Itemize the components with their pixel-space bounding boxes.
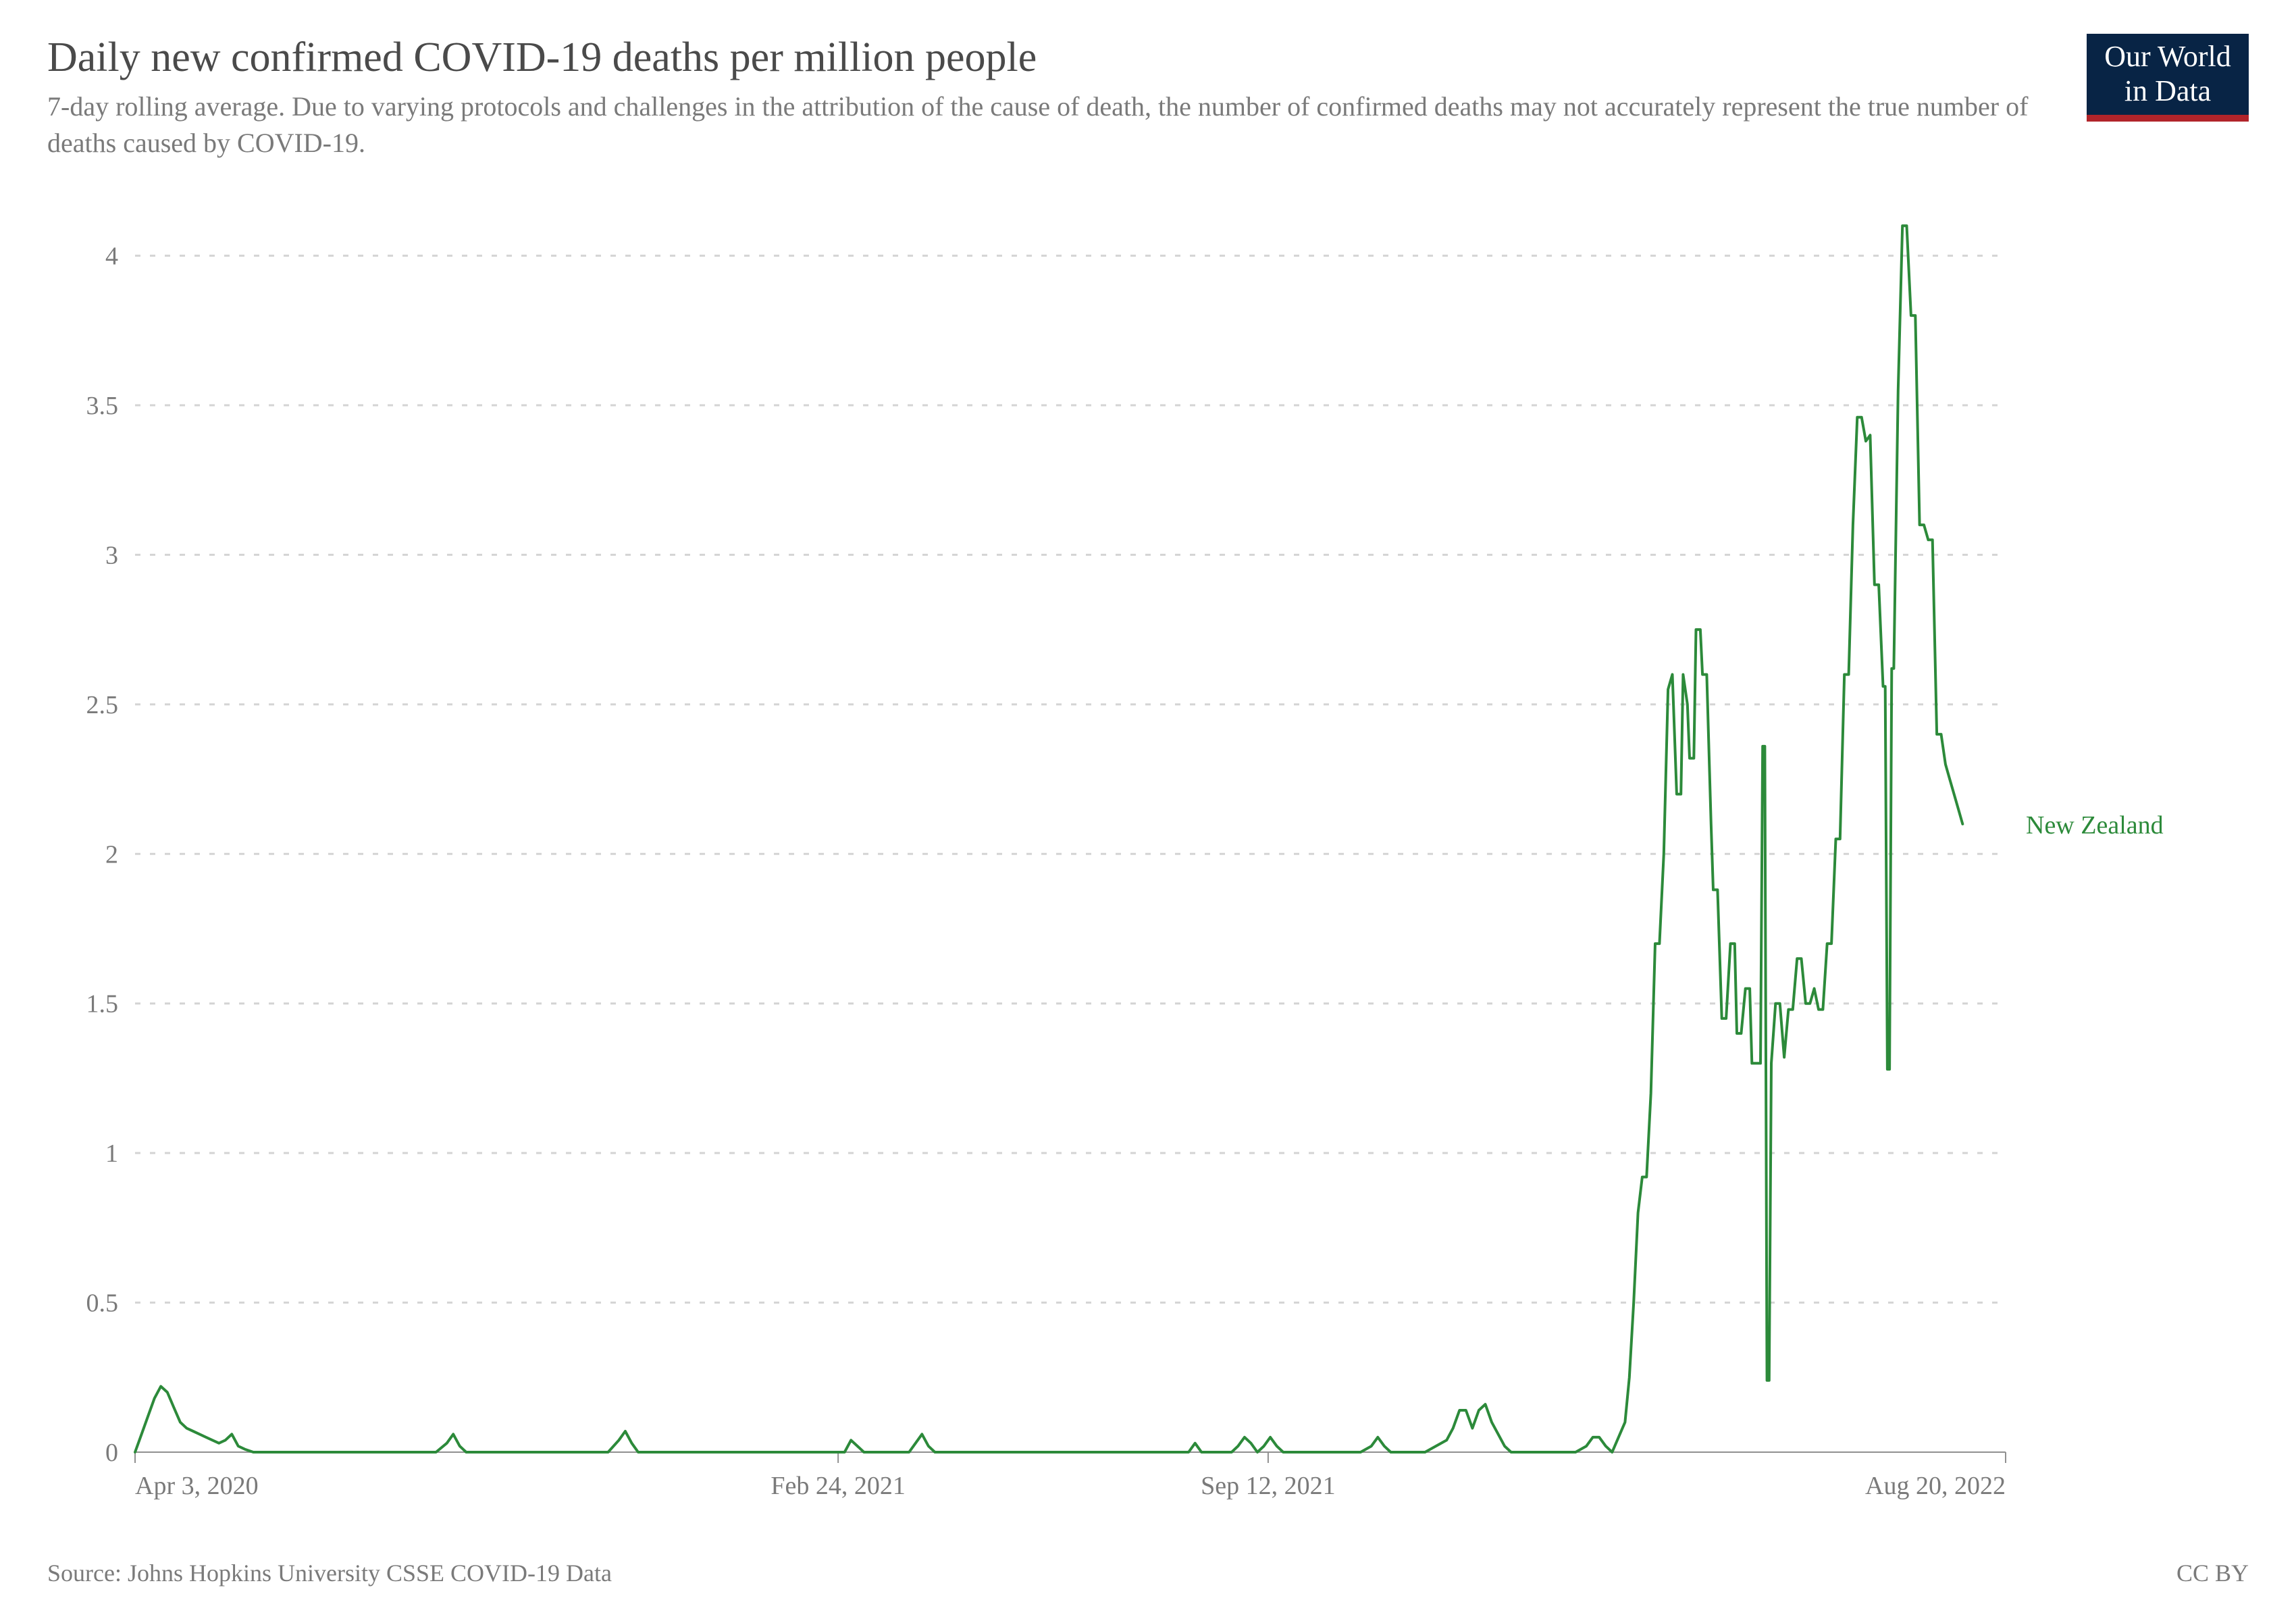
svg-text:0: 0: [105, 1439, 118, 1467]
header: Daily new confirmed COVID-19 deaths per …: [47, 34, 2249, 161]
svg-text:2.5: 2.5: [86, 691, 119, 719]
footer: Source: Johns Hopkins University CSSE CO…: [47, 1559, 2249, 1587]
svg-text:1.5: 1.5: [86, 990, 119, 1019]
svg-text:4: 4: [105, 242, 118, 271]
svg-text:New Zealand: New Zealand: [2026, 811, 2164, 840]
license-text: CC BY: [2176, 1559, 2249, 1587]
logo-line1: Our World: [2104, 40, 2231, 74]
svg-text:1: 1: [105, 1139, 118, 1168]
svg-text:Feb 24, 2021: Feb 24, 2021: [771, 1472, 906, 1500]
source-text: Source: Johns Hopkins University CSSE CO…: [47, 1559, 612, 1587]
logo-line2: in Data: [2124, 74, 2211, 109]
chart-subtitle: 7-day rolling average. Due to varying pr…: [47, 88, 2060, 161]
svg-text:Sep 12, 2021: Sep 12, 2021: [1201, 1472, 1336, 1500]
chart-title: Daily new confirmed COVID-19 deaths per …: [47, 34, 2060, 82]
chart-area: 0 0.5 1 1.5 2 2.5 3 3.5 4 Apr 3, 2020 Feb 24, 2021…: [47, 176, 2249, 1526]
svg-text:0.5: 0.5: [86, 1289, 119, 1318]
svg-text:Apr 3, 2020: Apr 3, 2020: [135, 1472, 259, 1500]
svg-text:3: 3: [105, 541, 118, 569]
title-block: Daily new confirmed COVID-19 deaths per …: [47, 34, 2087, 161]
line-chart: 0 0.5 1 1.5 2 2.5 3 3.5 4 Apr 3, 2020 Feb 24, 2021…: [47, 176, 2249, 1526]
svg-text:2: 2: [105, 840, 118, 869]
owid-logo: Our World in Data: [2087, 34, 2249, 122]
svg-text:Aug 20, 2022: Aug 20, 2022: [1865, 1472, 2006, 1500]
svg-text:3.5: 3.5: [86, 392, 119, 420]
